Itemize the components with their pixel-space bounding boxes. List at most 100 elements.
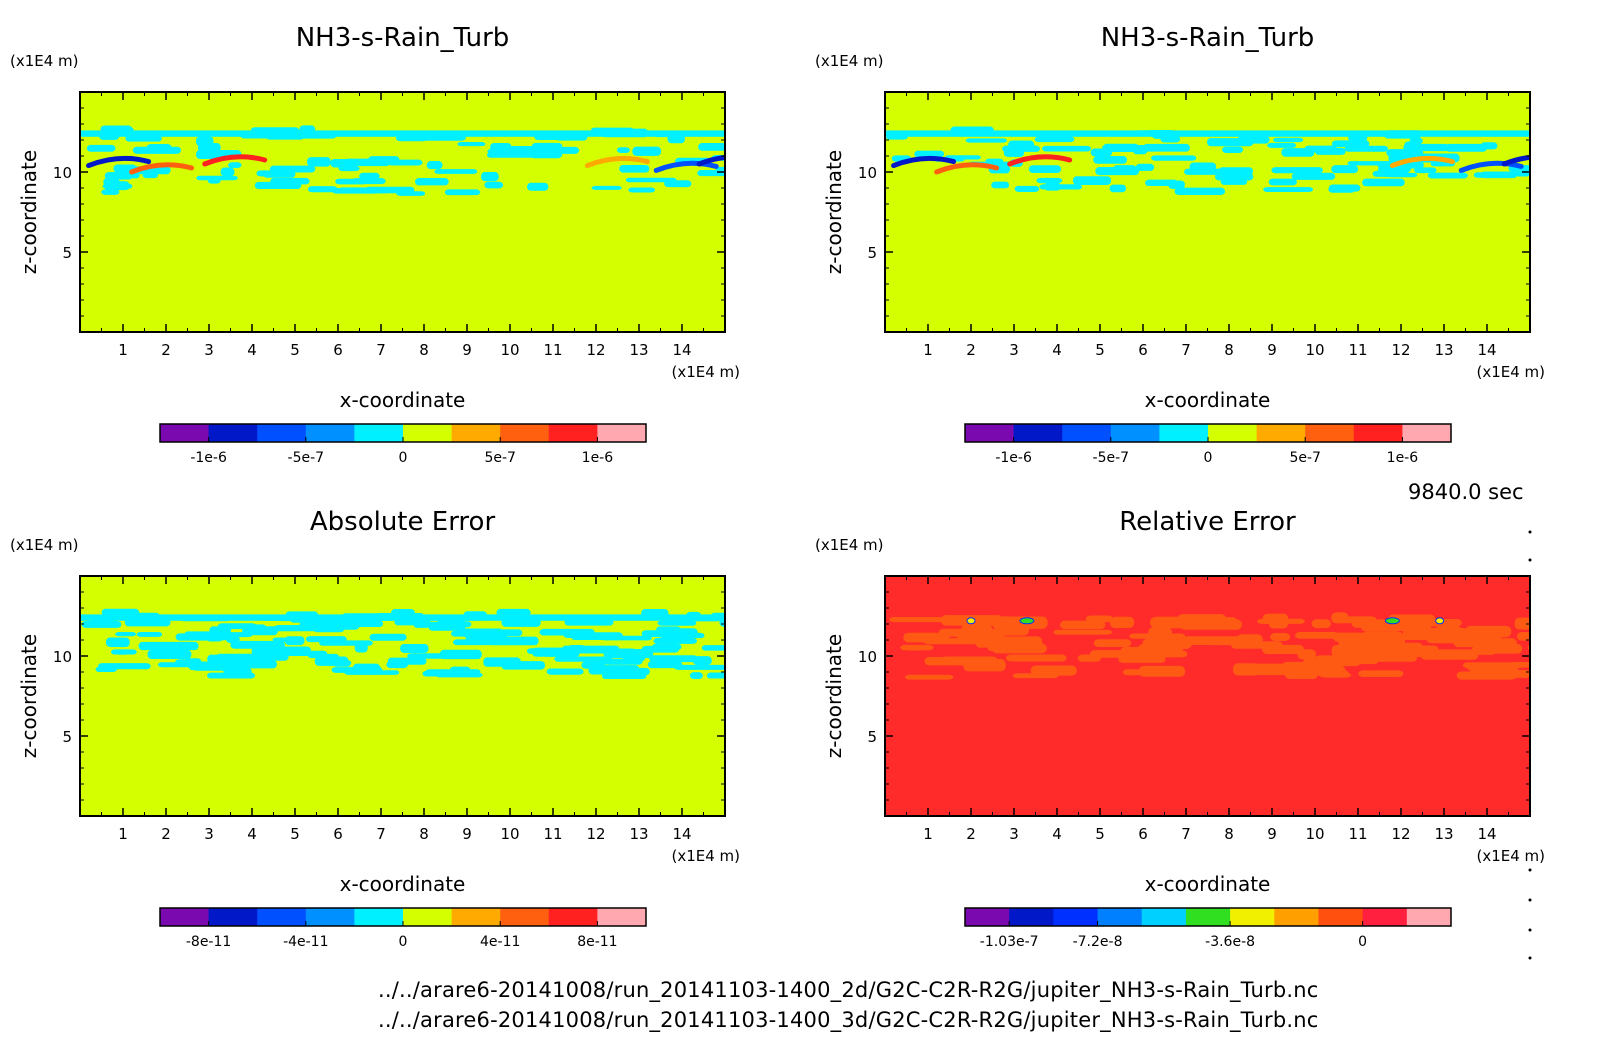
field-patch bbox=[904, 674, 954, 680]
margin-dot bbox=[1528, 558, 1532, 562]
field-patch bbox=[993, 616, 1048, 629]
field-patch bbox=[647, 661, 683, 669]
field-streak bbox=[1389, 155, 1455, 169]
field-patch bbox=[103, 181, 130, 191]
colorbar-label: 1e-6 bbox=[582, 450, 614, 466]
field-patch bbox=[628, 187, 656, 193]
colorbar-label: 5e-7 bbox=[484, 450, 515, 466]
field-patch bbox=[1371, 645, 1439, 658]
colorbar-label: -5e-7 bbox=[1093, 450, 1130, 466]
field-patch bbox=[659, 632, 705, 639]
field-patch bbox=[1233, 663, 1260, 676]
field-patch bbox=[465, 632, 508, 642]
field-patch bbox=[701, 645, 725, 651]
field-spot bbox=[1435, 617, 1445, 625]
field-patch bbox=[359, 172, 380, 180]
field-patch bbox=[1093, 639, 1132, 648]
field-patch bbox=[1527, 644, 1530, 652]
field-patch bbox=[616, 147, 630, 154]
x-tick-label: 9 bbox=[1267, 825, 1277, 843]
colorbar-swatch bbox=[965, 424, 1015, 442]
x-tick-label: 1 bbox=[923, 825, 933, 843]
x-tick-label: 4 bbox=[247, 341, 257, 359]
x-tick-label: 4 bbox=[247, 825, 257, 843]
chart-title: Relative Error bbox=[1119, 507, 1296, 537]
file-path-3d: ../../arare6-20141008/run_20141103-1400_… bbox=[378, 1008, 1319, 1032]
colorbar-frame bbox=[964, 907, 1452, 927]
colorbar-swatch bbox=[451, 908, 501, 926]
x-tick-label: 13 bbox=[1434, 341, 1453, 359]
margin-dot bbox=[1528, 868, 1532, 872]
y-tick-label: 10 bbox=[858, 164, 877, 182]
field-patch bbox=[1314, 655, 1380, 665]
margin-dot bbox=[1528, 956, 1532, 960]
field-patch bbox=[1109, 184, 1127, 193]
field-patch bbox=[434, 169, 478, 174]
field-patch bbox=[619, 164, 650, 173]
field-patch bbox=[914, 150, 945, 158]
x-tick-label: 8 bbox=[1224, 825, 1234, 843]
field-features bbox=[80, 125, 725, 196]
x-unit-label: (x1E4 m) bbox=[1476, 847, 1545, 865]
colorbar-swatch bbox=[257, 908, 307, 926]
colorbar-swatch bbox=[1402, 424, 1452, 442]
margin-dot bbox=[1528, 898, 1532, 902]
x-tick-label: 10 bbox=[1305, 341, 1324, 359]
field-patch bbox=[132, 146, 181, 154]
field-patch bbox=[305, 636, 347, 643]
colorbar-label: -5e-7 bbox=[288, 450, 325, 466]
colorbar: -1e-6 -5e-7 0 5e-7 1e-6 bbox=[964, 423, 1452, 466]
field-patch bbox=[889, 616, 945, 623]
field-patch bbox=[1135, 163, 1155, 171]
field-patch bbox=[1269, 620, 1289, 629]
colorbar-label: 0 bbox=[399, 934, 408, 950]
field-patch bbox=[305, 650, 328, 657]
field-patch bbox=[147, 649, 192, 659]
field-patch bbox=[603, 648, 654, 659]
x-tick-label: 12 bbox=[586, 825, 605, 843]
field-patch bbox=[1462, 662, 1525, 669]
x-tick-label: 3 bbox=[204, 341, 214, 359]
field-patch bbox=[1182, 636, 1250, 646]
field-patch bbox=[1267, 142, 1297, 148]
field-patch bbox=[698, 142, 725, 151]
field-patch bbox=[354, 643, 368, 653]
colorbar-swatch bbox=[1013, 424, 1063, 442]
field-streak bbox=[86, 155, 152, 169]
x-tick-label: 5 bbox=[290, 341, 300, 359]
field-patch bbox=[136, 631, 163, 637]
chart-title: NH3-s-Rain_Turb bbox=[1101, 23, 1315, 53]
field-patch bbox=[1221, 146, 1244, 153]
y-tick-label: 5 bbox=[867, 244, 877, 262]
field-patch bbox=[105, 172, 120, 177]
field-patch bbox=[1268, 178, 1297, 186]
field-features bbox=[889, 612, 1530, 680]
colorbar-label: 0 bbox=[1204, 450, 1213, 466]
x-tick-label: 8 bbox=[1224, 341, 1234, 359]
x-tick-label: 9 bbox=[462, 825, 472, 843]
field-patch bbox=[86, 144, 116, 152]
x-tick-label: 5 bbox=[290, 825, 300, 843]
colorbar-swatch bbox=[1353, 424, 1403, 442]
field-patch bbox=[1372, 170, 1409, 177]
colorbar: -1.03e-7 -7.2e-8 -3.6e-8 0 bbox=[964, 907, 1452, 950]
field-patch bbox=[1445, 143, 1488, 152]
field-patch bbox=[649, 655, 698, 663]
field-patch bbox=[1477, 634, 1502, 641]
field-streak bbox=[653, 160, 719, 173]
x-tick-label: 7 bbox=[376, 825, 386, 843]
field-patch bbox=[126, 173, 140, 179]
x-tick-label: 6 bbox=[1138, 825, 1148, 843]
margin-dot bbox=[1528, 928, 1532, 932]
colorbar-swatch bbox=[208, 908, 258, 926]
field-patch bbox=[386, 661, 408, 669]
field-streak bbox=[129, 162, 195, 175]
field-patch bbox=[1514, 617, 1530, 630]
field-patch bbox=[1138, 665, 1186, 677]
field-patch bbox=[344, 158, 390, 167]
x-tick-label: 10 bbox=[500, 341, 519, 359]
field-patch bbox=[1270, 633, 1291, 641]
field-patch bbox=[1014, 185, 1040, 192]
field-patch bbox=[115, 649, 129, 655]
field-patch bbox=[1294, 632, 1340, 639]
